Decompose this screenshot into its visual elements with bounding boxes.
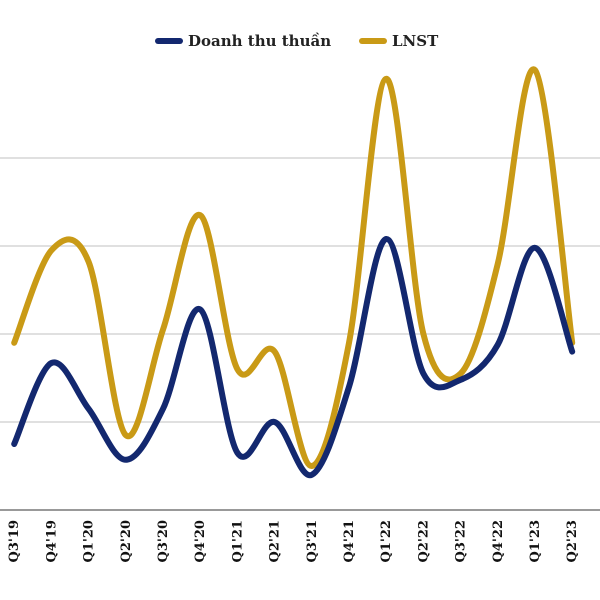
x-tick-label: Q1'23	[528, 520, 543, 562]
x-tick-label: Q4'20	[193, 520, 208, 562]
series-line-doanh-thu-thuan	[11, 236, 576, 478]
x-tick-labels: Q3'19 Q4'19 Q1'20 Q2'20 Q3'20 Q4'20 Q1'21 Q2'21…	[7, 520, 580, 562]
x-tick-label: Q4'22	[491, 520, 506, 562]
x-tick-label: Q1'21	[230, 520, 245, 562]
x-tick-label: Q3'20	[156, 520, 171, 562]
x-tick-label: Q4'19	[44, 520, 59, 562]
x-tick-label: Q3'21	[305, 520, 320, 562]
legend-label-lnst: LNST	[392, 32, 439, 50]
x-tick-label: Q2'21	[268, 520, 283, 562]
series-line-lnst	[11, 66, 576, 469]
x-tick-label: Q1'20	[82, 520, 97, 562]
series-lines	[11, 66, 576, 478]
x-tick-label: Q3'22	[454, 520, 469, 562]
x-tick-label: Q4'21	[342, 520, 357, 562]
x-tick-label: Q1'22	[379, 520, 394, 562]
x-tick-label: Q2'22	[416, 520, 431, 562]
x-tick-label: Q2'23	[565, 520, 580, 562]
legend: Doanh thu thuần LNST	[155, 32, 439, 50]
x-tick-label: Q2'20	[119, 520, 134, 562]
x-tick-label: Q3'19	[7, 520, 22, 562]
legend-label-doanh-thu-thuan: Doanh thu thuần	[188, 32, 331, 50]
